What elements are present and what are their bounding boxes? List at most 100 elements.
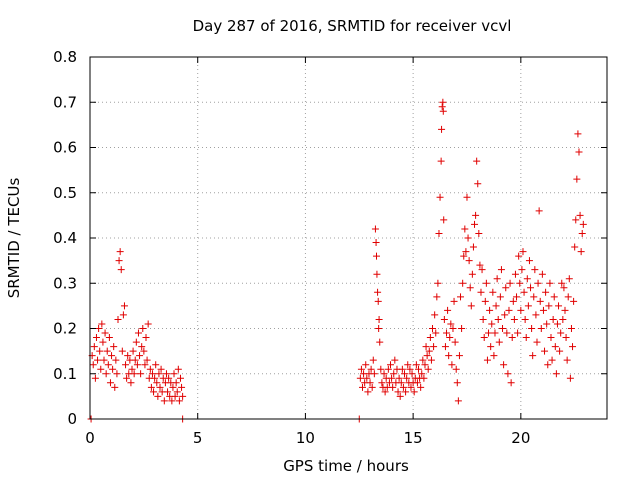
data-point [546,279,554,287]
data-point [373,252,381,260]
data-point [514,329,522,337]
x-tick-label: 20 [511,429,530,447]
data-point [419,356,427,364]
data-point [480,334,488,342]
data-point [103,347,111,355]
data-point [578,229,586,237]
data-point [488,320,496,328]
data-point [450,297,458,305]
data-point [561,306,569,314]
data-point [482,279,490,287]
data-point [468,270,476,278]
data-point [454,397,462,405]
data-point [486,306,494,314]
data-point [398,365,406,373]
data-point [507,379,515,387]
data-point [446,334,454,342]
data-point [89,361,97,369]
data-point [457,293,465,301]
data-point [552,370,560,378]
data-point [541,347,549,355]
data-point [545,302,553,310]
data-point [547,334,555,342]
data-point [579,220,587,228]
data-point [118,347,126,355]
data-point [432,329,440,337]
data-point [141,361,149,369]
data-point [557,329,565,337]
data-point [511,270,519,278]
data-point [357,365,365,373]
data-point [467,302,475,310]
y-tick-label: 0.8 [53,48,77,66]
data-point [471,220,479,228]
data-point [532,311,540,319]
data-point [489,288,497,296]
y-tick-label: 0.3 [53,274,77,292]
data-point [399,383,407,391]
data-point [96,347,104,355]
data-point [472,211,480,219]
data-point [123,374,131,382]
data-point [410,388,418,396]
data-point [371,225,379,233]
data-point [573,175,581,183]
data-point [538,270,546,278]
data-point [531,266,539,274]
data-point [174,365,182,373]
data-point [542,288,550,296]
data-point [364,388,372,396]
data-point [522,334,530,342]
data-point [105,334,113,342]
x-tick-label: 5 [193,429,203,447]
data-point [510,315,518,323]
data-point [112,356,120,364]
data-point [117,266,125,274]
data-point [374,288,382,296]
data-point [444,306,452,314]
data-point [152,361,160,369]
data-point [577,248,585,256]
data-point [156,383,164,391]
data-point [404,361,412,369]
data-point [443,329,451,337]
data-point [150,388,158,396]
data-point [396,392,404,400]
data-points [87,98,587,423]
data-point [157,365,165,373]
data-point [102,370,110,378]
data-point [417,383,425,391]
data-point [134,329,142,337]
data-point [116,248,124,256]
data-point [440,216,448,224]
data-point [403,374,411,382]
data-point [539,306,547,314]
data-point [495,338,503,346]
data-point [499,325,507,332]
data-point [143,356,151,364]
data-point [431,311,439,319]
data-point [154,392,162,400]
data-point [420,374,428,382]
data-point [129,347,137,355]
gridlines [90,57,607,419]
data-point [441,343,449,351]
data-point [537,325,545,332]
data-point [576,211,584,219]
data-point [502,284,510,292]
data-point [478,266,486,274]
data-point [506,279,514,287]
data-point [494,315,502,323]
data-point [155,370,163,378]
data-point [528,325,536,332]
data-point [378,379,386,387]
data-point [574,130,582,138]
data-point [438,125,446,133]
data-point [92,334,100,342]
data-point [563,356,571,364]
data-point [122,361,130,369]
data-point [553,320,561,328]
data-point [565,275,573,283]
data-point [505,306,513,314]
